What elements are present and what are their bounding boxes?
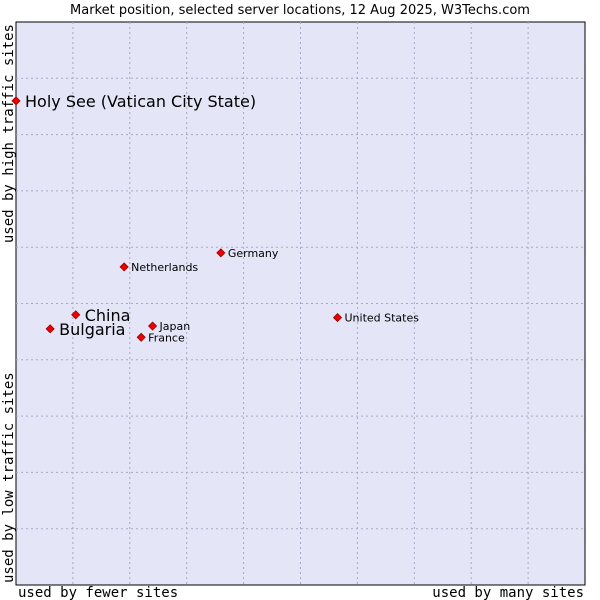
point-marker-netherlands	[119, 262, 129, 272]
y-axis-label-top: used by high traffic sites	[1, 24, 17, 243]
point-marker-china	[71, 310, 81, 320]
point-marker-holy-see-vatican-city-state	[11, 96, 21, 106]
point-label-germany: Germany	[228, 247, 279, 260]
point-label-japan: Japan	[159, 320, 191, 333]
point-label-china: China	[85, 306, 131, 325]
grid-lines	[16, 22, 585, 585]
x-axis-label-left: used by fewer sites	[18, 585, 178, 600]
data-points: Holy See (Vatican City State) Germany Neth…	[11, 92, 419, 344]
point-marker-japan	[147, 321, 158, 331]
point-label-france: France	[148, 331, 185, 344]
point-marker-united-states	[332, 313, 343, 323]
chart-title: Market position, selected server locatio…	[70, 3, 530, 18]
x-axis-label-right: used by many sites	[432, 585, 584, 600]
point-label-netherlands: Netherlands	[131, 261, 198, 274]
point-marker-germany	[216, 248, 226, 258]
point-label-holy-see-vatican-city-state: Holy See (Vatican City State)	[25, 92, 256, 111]
point-label-bulgaria: Bulgaria	[59, 320, 125, 339]
point-marker-bulgaria	[45, 324, 55, 334]
y-axis-label-bottom: used by low traffic sites	[1, 372, 17, 583]
point-marker-france	[136, 332, 146, 342]
point-label-united-states: United States	[344, 312, 419, 325]
